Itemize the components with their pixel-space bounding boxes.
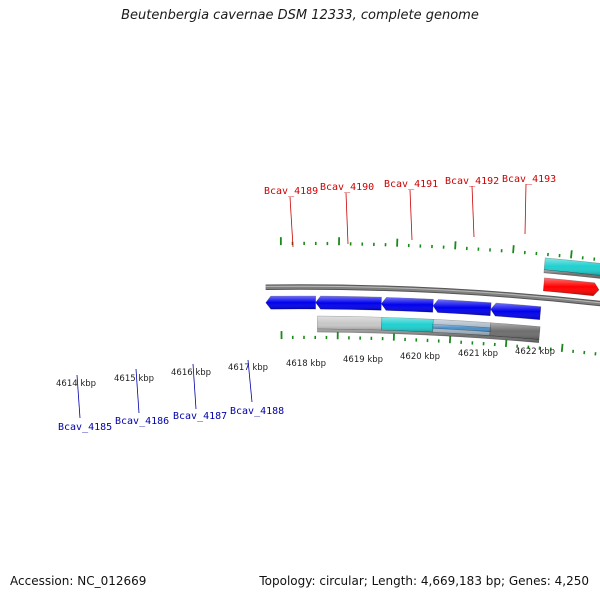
gene-leader-bcav-4190 (345, 192, 349, 245)
kbp-axis-labels: 4614 kbp 4615 kbp 4616 kbp 4617 kbp 4618… (56, 347, 555, 389)
inner-tick-20 (504, 338, 508, 348)
kbp-label-4622: 4622 kbp (515, 347, 555, 357)
inner-tick-25 (560, 343, 564, 352)
gene-label-bcav-4187[interactable]: Bcav_4187 (173, 411, 227, 422)
cds-bcav-4185-shade (315, 296, 382, 311)
forward-strand-features (542, 257, 600, 297)
feature-gray-4185-shade (317, 316, 382, 331)
cds-left-edge-shade (265, 295, 316, 310)
feature-steel-4187-core-shade (432, 324, 491, 332)
gene-leader-bcav-4186 (135, 368, 140, 414)
topology-text: Topology: circular; Length: 4,669,183 bp… (259, 574, 589, 588)
gene-labels: Bcav_4189 Bcav_4190 Bcav_4191 Bcav_4192 … (58, 174, 556, 433)
gene-leader-bcav-4191 (409, 189, 413, 241)
gene-label-bcav-4191[interactable]: Bcav_4191 (384, 179, 438, 190)
gene-leader-bcav-4193 (524, 183, 527, 235)
kbp-label-4618: 4618 kbp (286, 359, 326, 369)
genome-title: Beutenbergia cavernae DSM 12333, complet… (121, 8, 479, 23)
kbp-label-4619: 4619 kbp (343, 355, 383, 365)
feature-cyan-4189-shade (544, 257, 600, 276)
kbp-label-4615: 4615 kbp (114, 374, 154, 384)
cds-bcav-4187-shade (433, 299, 492, 316)
gene-leader-bcav-4188 (247, 359, 253, 403)
gene-label-bcav-4188[interactable]: Bcav_4188 (230, 406, 284, 417)
backbone-line (265, 285, 600, 306)
gene-label-bcav-4189[interactable]: Bcav_4189 (264, 186, 318, 197)
cds-bcav-4189-shade (543, 277, 599, 296)
inner-tick-ring (280, 331, 597, 356)
gene-label-bcav-4185[interactable]: Bcav_4185 (58, 422, 112, 433)
feature-cyan-4189-base-shade (543, 269, 600, 279)
kbp-label-4614: 4614 kbp (56, 379, 96, 389)
gene-leader-bcav-4185 (76, 374, 81, 419)
backbone-highlight (265, 285, 600, 304)
feature-cyan-4186-shade (381, 317, 434, 333)
gene-label-bcav-4186[interactable]: Bcav_4186 (115, 416, 169, 427)
gene-leader-bcav-4192 (471, 185, 475, 238)
accession-text: Accession: NC_012669 (10, 574, 147, 588)
gene-label-bcav-4192[interactable]: Bcav_4192 (445, 176, 499, 187)
cds-bcav-4188-shade (490, 303, 541, 320)
kbp-label-4616: 4616 kbp (171, 368, 211, 378)
reverse-strand-features (265, 295, 542, 343)
kbp-label-4617: 4617 kbp (228, 363, 268, 373)
kbp-label-4620: 4620 kbp (400, 352, 440, 362)
outer-tick-20 (512, 245, 515, 254)
feature-lower-base-shade (317, 329, 539, 343)
kbp-label-4621: 4621 kbp (458, 349, 498, 359)
gene-label-bcav-4190[interactable]: Bcav_4190 (320, 182, 374, 193)
outer-tick-25 (570, 250, 573, 259)
feature-dark-4188-shade (489, 322, 541, 340)
genome-backbone (265, 284, 600, 307)
gene-leader-bcav-4189 (289, 196, 294, 248)
cds-bcav-4186-shade (381, 297, 434, 313)
gene-leader-bcav-4187 (192, 363, 197, 410)
gene-label-bcav-4193[interactable]: Bcav_4193 (502, 174, 556, 185)
